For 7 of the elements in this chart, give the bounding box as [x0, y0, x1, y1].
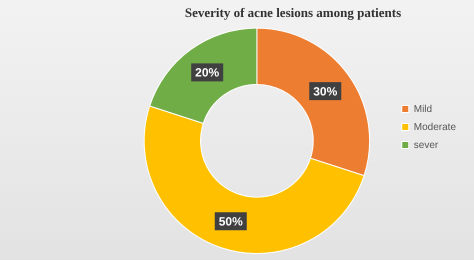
chart-title: Severity of acne lesions among patients	[184, 5, 402, 20]
data-label: 30%	[313, 84, 338, 98]
data-label: 50%	[218, 214, 244, 228]
legend-label: Mild	[414, 104, 432, 115]
legend-label: sever	[414, 140, 439, 151]
data-label: 20%	[195, 66, 220, 80]
legend-label: Moderate	[414, 122, 456, 133]
